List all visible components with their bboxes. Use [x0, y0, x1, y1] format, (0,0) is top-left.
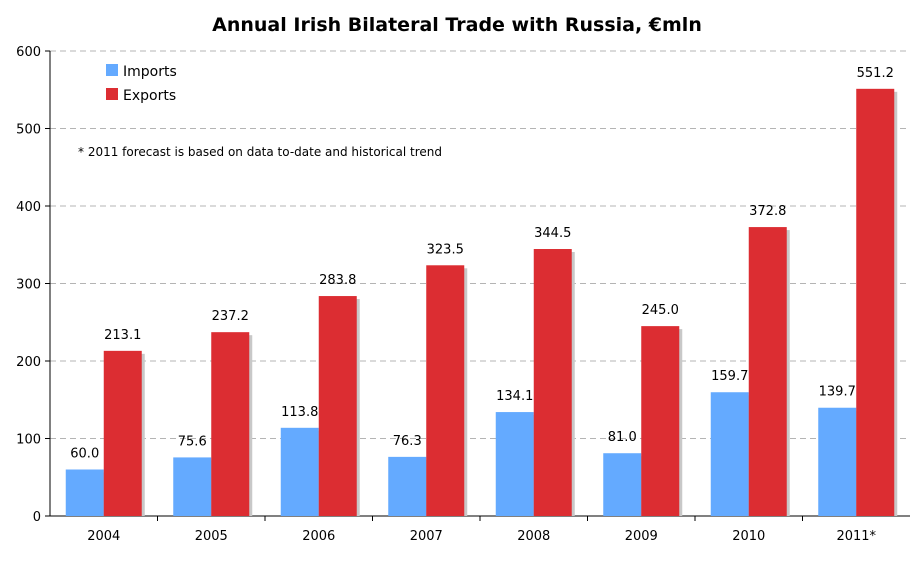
bar-exports — [856, 88, 895, 516]
x-tick-label: 2004 — [87, 529, 120, 544]
x-tick-label: 2007 — [410, 529, 443, 544]
chart-title: Annual Irish Bilateral Trade with Russia… — [212, 14, 702, 36]
y-tick-label: 200 — [16, 355, 41, 370]
x-tick-label: 2006 — [302, 529, 335, 544]
data-label: 213.1 — [104, 328, 141, 343]
y-tick-label: 400 — [16, 200, 41, 215]
y-tick-label: 300 — [16, 278, 41, 293]
bar-imports — [818, 407, 857, 516]
bar-imports — [173, 457, 212, 516]
data-label: 283.8 — [319, 273, 356, 288]
data-label: 113.8 — [281, 405, 318, 420]
bar-imports — [280, 427, 319, 516]
data-label: 344.5 — [534, 226, 571, 241]
data-label: 237.2 — [212, 309, 249, 324]
bar-imports — [603, 453, 642, 516]
data-label: 60.0 — [70, 447, 99, 462]
data-label: 551.2 — [857, 66, 894, 81]
y-tick-label: 100 — [16, 433, 41, 448]
bar-exports — [533, 249, 572, 516]
x-tick-label: 2010 — [732, 529, 765, 544]
chart-annotation: * 2011 forecast is based on data to-date… — [78, 145, 442, 159]
data-label: 75.6 — [178, 434, 207, 449]
data-label: 245.0 — [642, 303, 679, 318]
legend-label: Exports — [123, 88, 176, 104]
bar-imports — [710, 392, 749, 516]
x-tick-label: 2011* — [836, 529, 876, 544]
data-label: 139.7 — [819, 385, 856, 400]
data-label: 159.7 — [711, 369, 748, 384]
x-tick-label: 2008 — [517, 529, 550, 544]
bar-exports — [748, 227, 787, 516]
bar-exports — [641, 326, 680, 516]
bar-exports — [103, 350, 142, 516]
x-tick-label: 2005 — [195, 529, 228, 544]
legend-swatch-exports — [106, 88, 118, 100]
legend-swatch-imports — [106, 64, 118, 76]
bar-imports — [65, 469, 104, 516]
legend-label: Imports — [123, 64, 177, 80]
data-label: 134.1 — [496, 389, 533, 404]
data-label: 81.0 — [608, 430, 637, 445]
bar-exports — [426, 265, 465, 516]
bar-imports — [388, 456, 427, 516]
data-label: 76.3 — [393, 434, 422, 449]
x-tick-label: 2009 — [625, 529, 658, 544]
bar-exports — [318, 296, 357, 516]
bar-imports — [495, 412, 534, 516]
y-tick-label: 500 — [16, 123, 41, 138]
data-label: 323.5 — [427, 242, 464, 257]
y-tick-label: 0 — [33, 510, 41, 525]
bar-exports — [211, 332, 250, 516]
y-tick-label: 600 — [16, 45, 41, 60]
data-label: 372.8 — [749, 204, 786, 219]
